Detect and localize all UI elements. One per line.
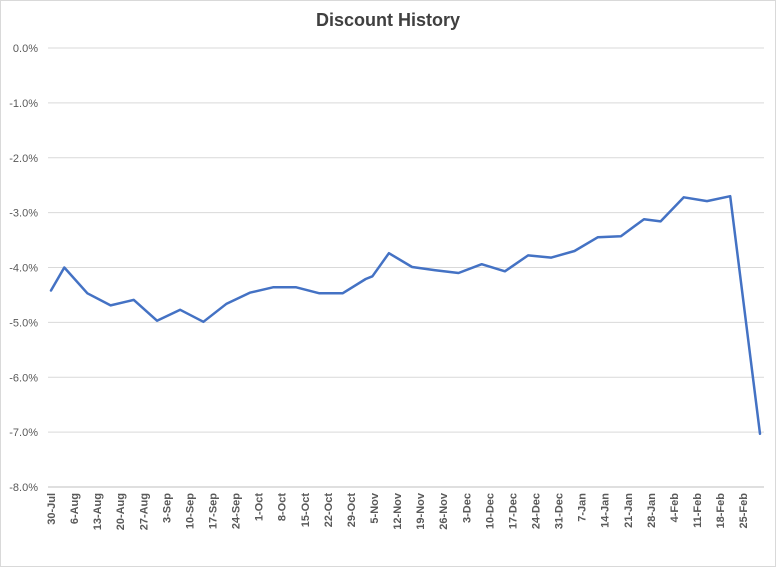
x-tick-label: 19-Nov [415,492,427,530]
x-tick-label: 29-Oct [346,493,358,528]
x-tick-label: 27-Aug [138,493,150,530]
y-tick-label: 0.0% [13,43,38,55]
x-tick-label: 28-Jan [646,493,658,528]
x-tick-label: 13-Aug [92,493,104,530]
x-tick-label: 14-Jan [600,493,612,528]
y-tick-label: -8.0% [9,482,38,494]
y-tick-label: -4.0% [9,263,38,275]
y-tick-label: -5.0% [9,317,38,329]
x-tick-label: 22-Oct [323,493,335,528]
y-axis-ticks: 0.0% -1.0% -2.0% -3.0% -4.0% -5.0% -6.0% -7.0% -… [9,43,38,494]
x-tick-label: 25-Feb [738,493,750,529]
x-tick-label: 21-Jan [623,493,635,528]
x-tick-label: 3-Dec [461,493,473,523]
y-tick-label: -1.0% [9,98,38,110]
y-tick-label: -7.0% [9,427,38,439]
y-tick-label: -6.0% [9,372,38,384]
y-tick-label: -2.0% [9,153,38,165]
x-tick-label: 30-Jul [46,493,58,525]
x-tick-label: 12-Nov [392,492,404,530]
x-tick-label: 10-Dec [484,493,496,529]
x-tick-label: 11-Feb [692,493,704,528]
x-tick-label: 8-Oct [277,493,289,521]
x-tick-label: 24-Sep [231,493,243,529]
x-tick-label: 1-Oct [254,493,266,521]
x-tick-label: 17-Dec [507,493,519,529]
y-tick-label: -3.0% [9,208,38,220]
x-tick-label: 4-Feb [669,493,681,523]
x-tick-label: 17-Sep [207,493,219,529]
x-tick-label: 6-Aug [69,493,81,524]
x-tick-label: 31-Dec [554,493,566,529]
x-tick-label: 18-Feb [715,493,727,529]
gridlines [48,47,764,488]
x-tick-label: 20-Aug [115,493,127,530]
x-tick-label: 5-Nov [369,492,381,523]
x-axis-ticks: 30-Jul 6-Aug 13-Aug 20-Aug 27-Aug 3-Sep 10-Sep… [46,492,750,530]
chart-title: Discount History [315,10,461,30]
x-tick-label: 15-Oct [300,493,312,528]
x-tick-label: 3-Sep [161,493,173,523]
x-tick-label: 7-Jan [577,493,589,522]
series-line [49,194,762,436]
x-tick-label: 24-Dec [530,493,542,529]
x-tick-label: 10-Sep [184,493,196,529]
x-tick-label: 26-Nov [438,492,450,530]
series-layer [49,194,762,436]
